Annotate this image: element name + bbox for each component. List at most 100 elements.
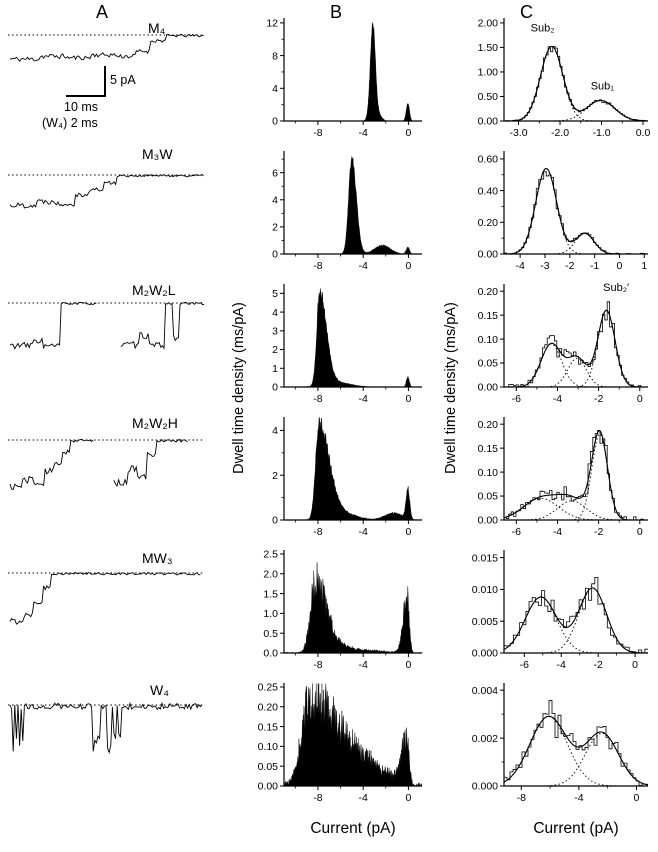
x-tick-label: -4 xyxy=(553,526,562,538)
current-trace xyxy=(9,571,201,625)
y-tick-label: 8 xyxy=(272,50,278,62)
y-tick-label: 0.25 xyxy=(258,682,279,694)
x-tick-label: 0 xyxy=(406,127,412,139)
y-tick-label: 0.05 xyxy=(258,761,279,773)
x-tick-label: -2 xyxy=(594,393,603,405)
y-tick-label: 2.5 xyxy=(263,549,278,561)
hist-b-m2w2h: 0 2 4 -8 -4 0 xyxy=(272,417,423,538)
component-curve xyxy=(504,99,649,122)
fit-curve xyxy=(503,587,649,654)
y-tick-label: 1.50 xyxy=(478,42,499,54)
trace-label-w4: W₄ xyxy=(150,682,169,698)
axes xyxy=(503,284,648,388)
y-tick-label: 0.00 xyxy=(478,515,499,527)
scalebar-ms-label: 10 ms xyxy=(64,100,99,114)
y-tick-label: 0.20 xyxy=(478,286,499,298)
trace-label-m2w2h: M₂W₂H xyxy=(132,415,178,431)
trace-label-m3w: M₃W xyxy=(142,146,173,162)
hist-c-m4: 0.00 0.50 1.00 1.50 2.00 -3.0 -2.0 -1.0 0.0 Sub₂ S… xyxy=(478,18,651,139)
scalebar-pa-label: 5 pA xyxy=(110,73,136,87)
histogram-steps xyxy=(504,301,648,388)
x-tick-label: -2 xyxy=(565,260,574,272)
scalebar-vertical-5pa xyxy=(104,66,106,96)
annotation: Sub₂ xyxy=(531,23,555,35)
y-tick-label: 0.00 xyxy=(258,781,279,793)
y-tick-label: 2 xyxy=(272,344,278,356)
y-tick-label: 1.5 xyxy=(263,588,278,600)
hist-b-m2w2l: 0 1 2 3 4 5 -8 -4 0 xyxy=(272,284,423,405)
trace-label-m2w2l: M₂W₂L xyxy=(132,282,176,298)
x-tick-label: 0 xyxy=(637,393,643,405)
fit-curve xyxy=(503,167,648,255)
x-tick-label: -4 xyxy=(359,659,368,671)
x-tick-label: -8 xyxy=(313,393,322,405)
x-tick-label: -3 xyxy=(540,260,549,272)
y-tick-label: 0.20 xyxy=(478,419,499,431)
histogram-steps xyxy=(504,700,648,786)
x-tick-label: -4 xyxy=(359,393,368,405)
fit-curve xyxy=(503,715,649,786)
x-tick-label: -8 xyxy=(313,792,322,804)
x-tick-label: 0 xyxy=(406,792,412,804)
trace-label-m4: M₄ xyxy=(148,20,166,36)
y-tick-label: 0.0 xyxy=(263,648,278,660)
y-tick-label: 0.00 xyxy=(478,382,499,394)
annotation: Sub₁ xyxy=(591,81,615,93)
trace-w4 xyxy=(8,701,204,754)
y-tick-label: 0.5 xyxy=(263,628,278,640)
y-tick-label: 2.00 xyxy=(478,18,499,30)
y-tick-label: 0 xyxy=(272,382,278,394)
annotation: Sub₂′ xyxy=(603,282,629,294)
x-tick-label: -4 xyxy=(359,127,368,139)
y-tick-label: 0 xyxy=(272,249,278,261)
y-tick-label: 0.005 xyxy=(472,616,498,628)
histogram-fill xyxy=(283,22,423,122)
x-tick-label: -6 xyxy=(520,659,529,671)
component-curve xyxy=(503,716,648,787)
y-tick-label: 0.40 xyxy=(478,185,499,197)
histogram-fill xyxy=(283,288,423,388)
x-tick-label: 0 xyxy=(406,526,412,538)
axes xyxy=(283,284,422,388)
x-tick-label: -8 xyxy=(517,792,526,804)
y-tick-label: 2.0 xyxy=(263,568,278,580)
y-tick-label: 5 xyxy=(272,288,278,300)
x-tick-label: -8 xyxy=(313,526,322,538)
axes xyxy=(503,683,648,787)
x-tick-label: 0 xyxy=(632,659,638,671)
scalebar-w4-note: (W₄) 2 ms xyxy=(42,116,98,130)
y-tick-label: 0.010 xyxy=(472,584,498,596)
histogram-fill xyxy=(283,156,423,255)
y-tick-label: 2 xyxy=(272,222,278,234)
y-tick-label: 0.004 xyxy=(472,685,498,697)
y-tick-label: 0.50 xyxy=(478,91,499,103)
y-tick-label: 0.10 xyxy=(478,334,499,346)
histogram-fill xyxy=(283,417,423,521)
y-tick-label: 4 xyxy=(272,425,278,437)
y-tick-label: 0.05 xyxy=(478,491,499,503)
x-tick-label: -8 xyxy=(313,260,322,272)
current-trace xyxy=(9,301,205,350)
hist-b-m3w: 0 2 4 6 -8 -4 0 xyxy=(272,151,423,272)
hist-c-w4: 0.000 0.002 0.004 -8 -4 0 xyxy=(472,683,649,804)
x-tick-label: -4 xyxy=(553,393,562,405)
trace-m2w2h xyxy=(8,438,204,491)
fit-curve xyxy=(503,429,648,521)
trace-mw3 xyxy=(8,571,204,625)
x-tick-label: -4 xyxy=(574,792,583,804)
x-tick-label: -6 xyxy=(512,526,521,538)
trace-m4 xyxy=(8,33,204,62)
current-trace xyxy=(9,438,188,491)
current-trace xyxy=(9,33,204,62)
b-x-axis-title: Current (pA) xyxy=(310,820,396,837)
axes xyxy=(283,18,422,122)
x-tick-label: -4 xyxy=(557,659,566,671)
panel-label-b: B xyxy=(330,2,343,22)
component-curve xyxy=(503,167,648,255)
hist-c-mw3: 0.000 0.005 0.010 0.015 -6 -4 -2 0 xyxy=(472,550,649,671)
y-tick-label: 0.20 xyxy=(478,217,499,229)
x-tick-label: 0 xyxy=(406,659,412,671)
component-curve xyxy=(504,232,648,255)
x-tick-label: -2 xyxy=(593,659,602,671)
